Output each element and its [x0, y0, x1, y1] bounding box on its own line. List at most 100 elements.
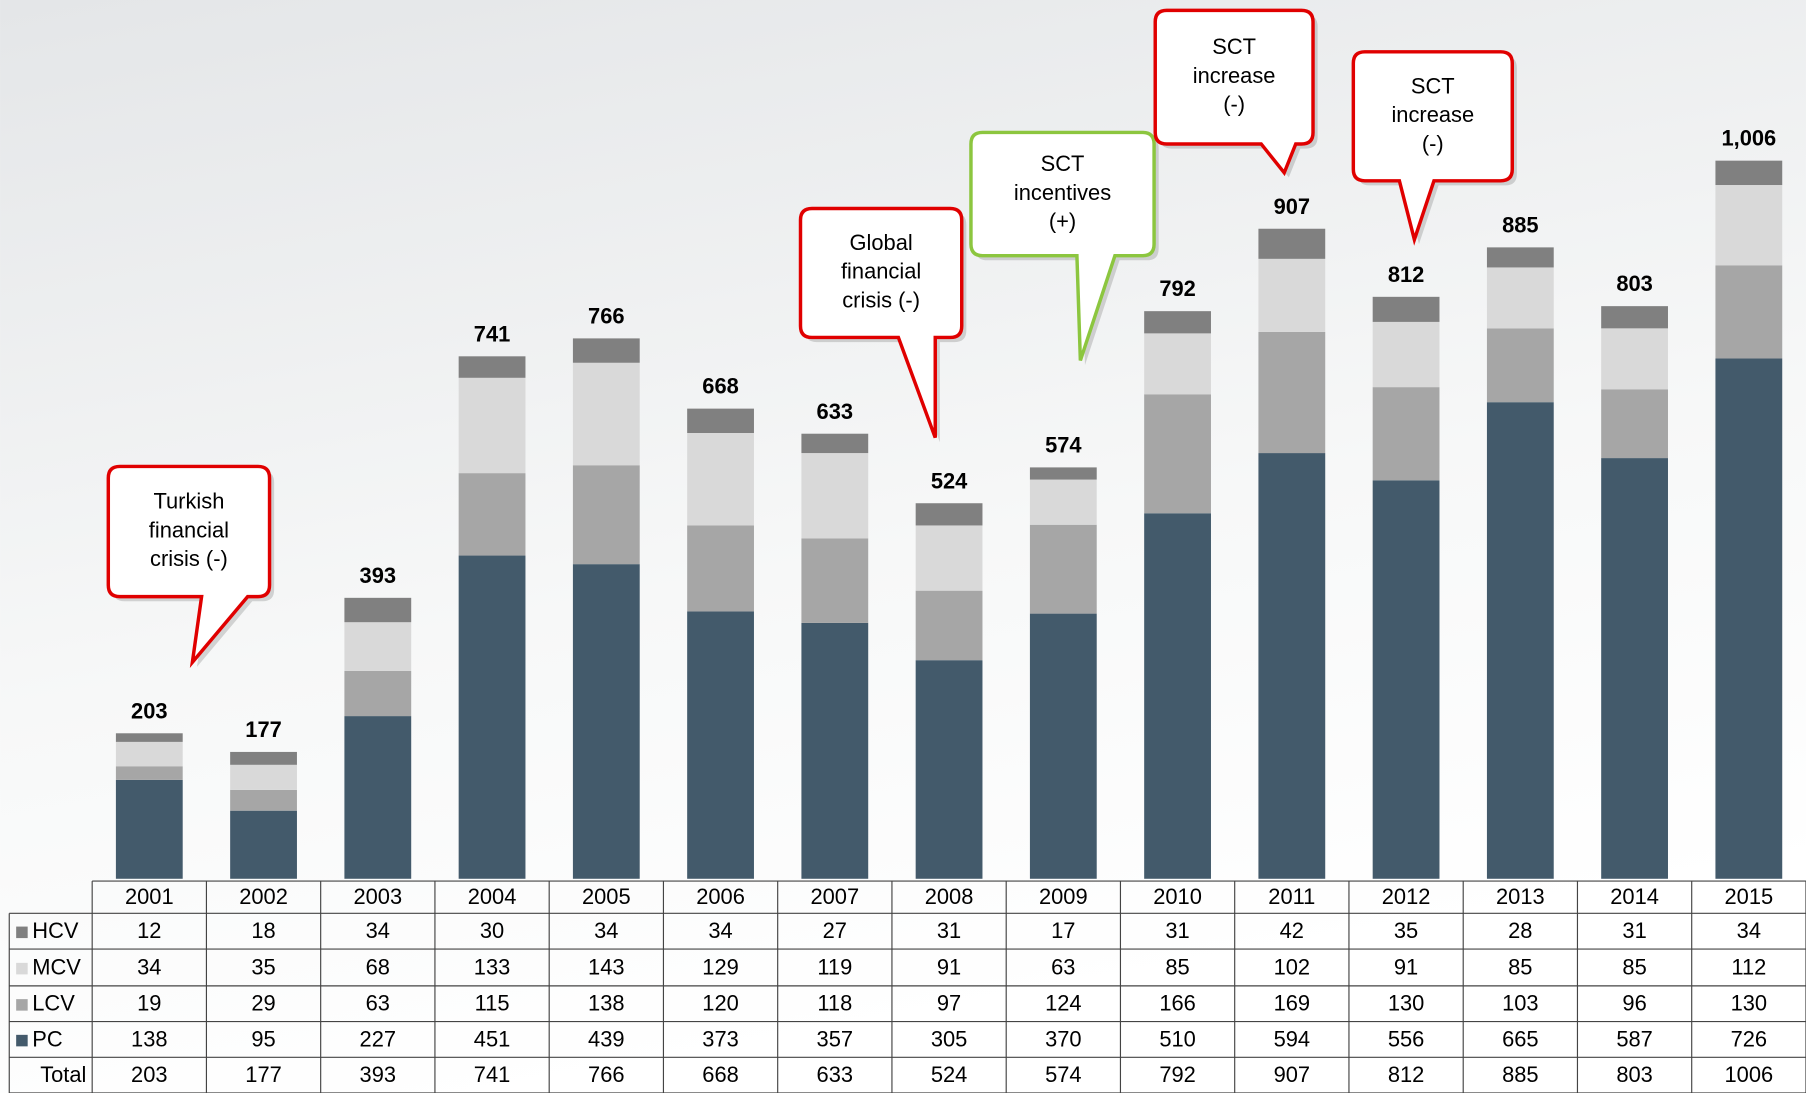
bar-segment	[344, 597, 412, 623]
bar-segment	[1715, 265, 1783, 359]
bar-segment	[344, 622, 412, 671]
total-label: 633	[817, 399, 854, 424]
x-tick-label: 2011	[1268, 884, 1315, 909]
table-cell: 373	[702, 1026, 739, 1051]
total-label: 177	[245, 717, 282, 742]
total-label: 574	[1045, 432, 1082, 457]
bar-segment	[687, 611, 754, 879]
table-cell: 143	[588, 954, 625, 979]
bar-segment	[1372, 387, 1440, 481]
bar-segment	[230, 810, 297, 879]
table-cell: 97	[937, 991, 961, 1016]
total-label: 907	[1274, 194, 1310, 219]
bar-segment	[1258, 228, 1326, 259]
table-cell: 726	[1731, 1026, 1768, 1051]
x-tick-label: 2004	[468, 884, 517, 909]
total-label: 741	[474, 321, 511, 346]
callout-text: (-)	[1422, 131, 1444, 156]
bar-segment	[801, 622, 869, 879]
callout-text: increase	[1193, 63, 1276, 88]
bar-segment	[572, 465, 640, 565]
table-cell: 177	[245, 1062, 282, 1087]
table-cell: 118	[817, 991, 852, 1016]
legend-label: PC	[32, 1026, 62, 1051]
bar-segment	[1486, 267, 1554, 329]
table-cell: 91	[1394, 954, 1418, 979]
bar-segment	[344, 716, 412, 879]
table-cell: 130	[1731, 991, 1768, 1016]
table-cell: 34	[366, 918, 390, 943]
bar-segment	[1144, 333, 1211, 395]
x-tick-label: 2015	[1725, 884, 1774, 909]
bar-segment	[1258, 331, 1326, 454]
table-cell: 169	[1274, 991, 1310, 1016]
table-cell: 68	[366, 954, 390, 979]
total-label: 668	[702, 374, 739, 399]
table-cell: 130	[1388, 991, 1424, 1016]
legend-swatch	[16, 962, 28, 975]
table-cell: 885	[1502, 1062, 1539, 1087]
x-tick-label: 2005	[582, 884, 631, 909]
table-cell: 741	[474, 1062, 511, 1087]
table-cell: 594	[1274, 1026, 1310, 1051]
table-cell: 203	[131, 1062, 168, 1087]
table-cell: 30	[480, 918, 504, 943]
table-cell: 357	[817, 1026, 854, 1051]
callout-text: SCT	[1212, 34, 1256, 59]
legend-label: LCV	[32, 991, 75, 1016]
table-cell: 96	[1622, 991, 1646, 1016]
table-cell: 227	[360, 1026, 397, 1051]
table-cell: 120	[702, 991, 739, 1016]
bar-segment	[115, 766, 183, 780]
bar-segment	[915, 660, 983, 879]
x-tick-label: 2009	[1039, 884, 1088, 909]
bar-segment	[1486, 328, 1554, 403]
table-cell: 633	[817, 1062, 854, 1087]
bar-segment	[230, 751, 297, 765]
table-cell: 587	[1616, 1026, 1653, 1051]
bar-segment	[1144, 513, 1211, 879]
bar-segment	[115, 733, 183, 742]
total-label: 393	[360, 563, 397, 588]
table-cell: 812	[1388, 1062, 1424, 1087]
total-label: 812	[1388, 262, 1424, 287]
bar-segment	[115, 741, 183, 767]
bar-segment	[687, 408, 754, 433]
table-cell: 112	[1731, 954, 1766, 979]
table-cell: 305	[931, 1026, 968, 1051]
table-cell: 31	[1165, 918, 1189, 943]
table-cell: 370	[1045, 1026, 1082, 1051]
bar-segment	[687, 432, 754, 526]
bar-segment	[1144, 311, 1211, 334]
table-cell: 27	[823, 918, 847, 943]
table-cell: 34	[1737, 918, 1761, 943]
x-tick-label: 2002	[239, 884, 288, 909]
callout-text: SCT	[1041, 151, 1085, 176]
bar-segment	[1601, 306, 1668, 329]
table-cell: 439	[588, 1026, 625, 1051]
row-label: Total	[40, 1062, 86, 1087]
legend-swatch	[16, 1034, 28, 1047]
bar-segment	[1258, 453, 1326, 879]
bar-segment	[1715, 160, 1783, 186]
table-cell: 907	[1274, 1062, 1310, 1087]
bar-segment	[801, 538, 869, 623]
table-cell: 119	[817, 954, 852, 979]
table-cell: 803	[1616, 1062, 1653, 1087]
bar-segment	[1715, 358, 1783, 879]
table-cell: 668	[702, 1062, 739, 1087]
bar-segment	[1372, 480, 1440, 879]
total-label: 803	[1616, 271, 1653, 296]
table-cell: 28	[1508, 918, 1532, 943]
total-label: 203	[131, 698, 168, 723]
total-label: 885	[1502, 212, 1539, 237]
legend-label: MCV	[32, 954, 81, 979]
bar-segment	[915, 525, 983, 591]
callout-text: increase	[1391, 102, 1474, 127]
callout-text: crisis (-)	[842, 288, 920, 313]
total-label: 1,006	[1721, 126, 1776, 151]
callout-text: SCT	[1411, 73, 1455, 98]
callout-text: incentives	[1014, 180, 1111, 205]
